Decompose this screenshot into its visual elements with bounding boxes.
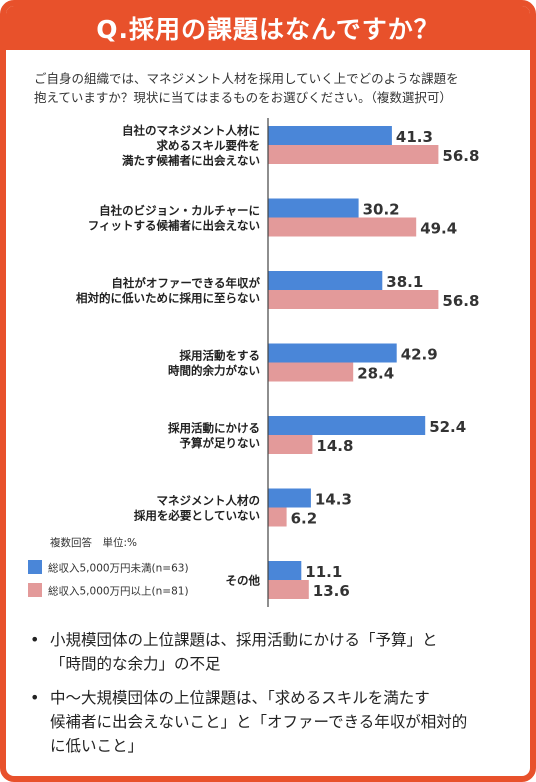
category-label: 自社がオファーできる年収が (111, 276, 260, 290)
bar (268, 507, 287, 527)
bar (268, 435, 313, 454)
bar (268, 217, 417, 237)
category-label: 満たす候補者に出会えない (122, 154, 260, 168)
bar (268, 198, 359, 218)
legend-swatch (28, 583, 42, 597)
category-label: 採用活動にかける (168, 421, 260, 435)
bar (268, 416, 426, 435)
data-label: 30.2 (363, 201, 400, 219)
data-label: 49.4 (420, 220, 457, 238)
data-label: 52.4 (429, 418, 466, 436)
bullet-line: 候補者に出会えないこと」と「オファーできる年収が相対的 (50, 713, 468, 731)
summary-bullets: • 小規模団体の上位課題は、採用活動にかける「予算」と 「時間的な余力」の不足 • 中〜… (28, 628, 518, 768)
data-label: 41.3 (396, 128, 433, 146)
question-text: ご自身の組織では、マネジメント人材を採用していく上でどのような課題を 抱えていま… (34, 69, 514, 107)
bullet-line: 「時間的な余力」の不足 (50, 655, 221, 673)
bullet-icon: • (30, 688, 40, 707)
legend-label: 総収入5,000万円未満(n=63) (48, 562, 189, 575)
summary-bullet: • 小規模団体の上位課題は、採用活動にかける「予算」と 「時間的な余力」の不足 (28, 628, 518, 676)
data-label: 6.2 (291, 510, 318, 528)
question-line-1: ご自身の組織では、マネジメント人材を採用していく上でどのような課題を (34, 71, 459, 86)
category-label: 予算が足りない (180, 436, 261, 450)
category-label: マネジメント人材の (157, 494, 261, 508)
page-title: Q.採用の課題はなんですか？ (96, 15, 440, 44)
data-label: 13.6 (313, 582, 350, 600)
category-label: その他 (226, 574, 261, 588)
bar (268, 561, 302, 580)
data-label: 42.9 (401, 346, 438, 364)
category-label: 採用活動をする (180, 349, 261, 363)
bar (268, 343, 397, 363)
legend-swatch (28, 560, 42, 574)
category-label: フィットする候補者に出会えない (88, 219, 260, 233)
summary-bullet: • 中〜大規模団体の上位課題は、「求めるスキルを満たす候補者に出会えないこと」と「… (28, 686, 518, 758)
bar (268, 488, 311, 508)
data-label: 56.8 (442, 147, 479, 165)
category-label: 採用を必要としていない (134, 509, 260, 523)
category-label: 自社のビジョン・カルチャーに (99, 204, 260, 218)
question-line-2: 抱えていますか？現状に当てはまるものをお選びください。（複数選択可） (34, 90, 452, 105)
data-label: 14.3 (315, 491, 352, 509)
data-label: 14.8 (316, 437, 353, 455)
bullet-line: 中〜大規模団体の上位課題は、「求めるスキルを満たす (50, 689, 430, 707)
header-banner: Q.採用の課題はなんですか？ (6, 6, 530, 50)
legend-title: 複数回答 単位:% (50, 536, 137, 549)
category-label: 自社のマネジメント人材に (122, 124, 260, 138)
bullet-line: に低いこと」 (50, 737, 144, 755)
bullet-icon: • (30, 630, 40, 649)
bar (268, 580, 309, 599)
data-label: 11.1 (305, 563, 342, 581)
data-label: 28.4 (357, 365, 394, 383)
category-label: 相対的に低いために採用に至らない (76, 291, 260, 305)
bar (268, 145, 439, 164)
bullet-line: 小規模団体の上位課題は、採用活動にかける「予算」と (50, 631, 438, 649)
bar (268, 126, 392, 145)
bar (268, 362, 354, 382)
bar (268, 271, 383, 290)
legend-label: 総収入5,000万円以上(n=81) (48, 585, 189, 598)
category-label: 求めるスキル要件を (157, 139, 261, 153)
bar (268, 290, 439, 309)
category-label: 時間的余力がない (168, 364, 260, 378)
data-label: 56.8 (442, 292, 479, 310)
data-label: 38.1 (386, 273, 423, 291)
